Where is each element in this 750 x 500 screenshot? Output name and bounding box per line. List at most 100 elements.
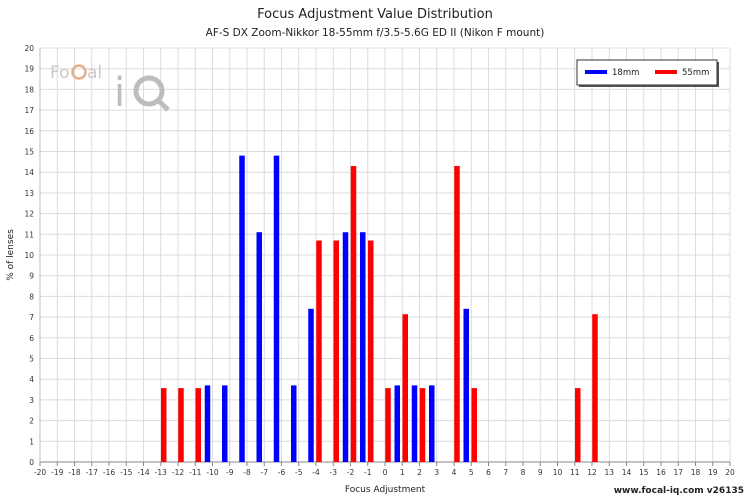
- x-tick-label: -18: [68, 468, 80, 477]
- bar-55mm-x-1: [368, 240, 374, 462]
- x-tick-label: 12: [587, 468, 597, 477]
- y-tick-label: 14: [24, 168, 34, 177]
- x-tick-label: 13: [604, 468, 614, 477]
- x-tick-label: 3: [434, 468, 439, 477]
- bar-55mm-x1: [402, 314, 408, 462]
- bar-18mm-x-8: [239, 155, 245, 462]
- x-tick-label: -9: [226, 468, 234, 477]
- y-tick-label: 12: [24, 210, 34, 219]
- y-tick-label: 19: [24, 65, 34, 74]
- x-tick-label: 6: [486, 468, 491, 477]
- x-tick-label: -20: [34, 468, 46, 477]
- bar-55mm-x11: [575, 388, 581, 462]
- x-tick-label: 16: [656, 468, 666, 477]
- bar-55mm-x0: [385, 388, 391, 462]
- legend-label-55mm: 55mm: [682, 68, 709, 78]
- x-axis-label: Focus Adjustment: [344, 485, 426, 495]
- x-tick-label: -3: [330, 468, 338, 477]
- y-tick-label: 13: [24, 189, 34, 198]
- watermark: www.focal-iq.com v26135: [613, 486, 744, 496]
- x-tick-label: -12: [172, 468, 184, 477]
- y-tick-label: 0: [29, 458, 34, 467]
- x-tick-label: 10: [553, 468, 563, 477]
- bar-18mm-x-7: [256, 232, 262, 462]
- legend-swatch-18mm: [585, 70, 607, 74]
- y-tick-label: 9: [29, 272, 34, 281]
- bar-55mm-x12: [592, 314, 598, 462]
- y-tick-label: 16: [24, 127, 34, 136]
- x-tick-label: 1: [400, 468, 405, 477]
- x-tick-label: 4: [452, 468, 457, 477]
- x-tick-label: 11: [570, 468, 580, 477]
- chart-title: Focus Adjustment Value Distribution: [257, 7, 493, 22]
- x-tick-label: 0: [383, 468, 388, 477]
- bar-55mm-x4: [454, 165, 460, 463]
- y-tick-label: 5: [29, 355, 34, 364]
- x-tick-label: -7: [261, 468, 269, 477]
- x-tick-label: 19: [708, 468, 718, 477]
- x-tick-label: 18: [691, 468, 701, 477]
- bar-18mm-x2: [411, 385, 418, 462]
- y-tick-label: 8: [29, 292, 34, 301]
- y-tick-label: 18: [24, 85, 34, 94]
- x-tick-label: 7: [503, 468, 508, 477]
- focal-iq-logo: Fo al i: [50, 63, 170, 114]
- x-tick-label: -4: [312, 468, 320, 477]
- bar-18mm-x-6: [273, 155, 280, 462]
- bar-18mm-x1: [394, 385, 400, 462]
- y-tick-label: 4: [29, 375, 34, 384]
- bar-18mm-x5: [463, 308, 469, 462]
- y-tick-label: 15: [24, 148, 34, 157]
- y-tick-label: 17: [24, 106, 34, 115]
- x-tick-label: 5: [469, 468, 474, 477]
- y-tick-label: 1: [29, 437, 34, 446]
- svg-text:al: al: [87, 63, 102, 83]
- x-tick-label: -19: [51, 468, 63, 477]
- y-tick-label: 3: [29, 396, 34, 405]
- bar-55mm-x-4: [316, 240, 322, 462]
- legend-swatch-55mm: [655, 70, 677, 74]
- bar-55mm-x-13: [161, 388, 167, 462]
- x-tick-label: 9: [538, 468, 543, 477]
- chart-subtitle: AF-S DX Zoom-Nikkor 18-55mm f/3.5-5.6G E…: [205, 27, 545, 39]
- y-tick-label: 2: [29, 417, 34, 426]
- bar-55mm-x-12: [178, 388, 184, 462]
- svg-text:i: i: [114, 70, 125, 114]
- legend-label-18mm: 18mm: [612, 68, 639, 78]
- x-tick-label: -5: [295, 468, 303, 477]
- bar-55mm-x-2: [350, 165, 357, 463]
- bar-18mm-x-1: [360, 232, 366, 462]
- x-tick-label: -8: [243, 468, 251, 477]
- x-tick-label: -16: [103, 468, 115, 477]
- y-tick-label: 11: [24, 230, 34, 239]
- x-tick-label: -2: [347, 468, 355, 477]
- x-tick-label: 14: [622, 468, 632, 477]
- x-tick-label: 2: [417, 468, 422, 477]
- y-tick-label: 7: [29, 313, 34, 322]
- x-tick-label: 17: [673, 468, 683, 477]
- bar-55mm-x-11: [195, 388, 201, 462]
- x-tick-label: -11: [189, 468, 201, 477]
- bar-18mm-x-9: [222, 385, 228, 462]
- bar-18mm-x-4: [308, 308, 314, 462]
- x-tick-label: -14: [137, 468, 149, 477]
- svg-text:Fo: Fo: [50, 63, 70, 83]
- x-tick-label: 8: [521, 468, 526, 477]
- y-tick-label: 20: [24, 44, 34, 53]
- bar-18mm-x-2: [342, 232, 349, 462]
- bar-18mm-x3: [429, 385, 435, 462]
- x-tick-label: -17: [86, 468, 98, 477]
- y-axis-label: % of lenses: [6, 229, 17, 281]
- x-tick-label: 20: [725, 468, 735, 477]
- x-tick-label: -13: [155, 468, 167, 477]
- bar-55mm-x5: [471, 388, 477, 462]
- x-tick-label: -15: [120, 468, 132, 477]
- bar-55mm-x-3: [333, 240, 339, 462]
- bar-18mm-x-5: [291, 385, 297, 462]
- bar-55mm-x2: [419, 388, 426, 462]
- y-tick-label: 6: [29, 334, 34, 343]
- bar-18mm-x-10: [204, 385, 211, 462]
- x-tick-label: -1: [364, 468, 372, 477]
- y-tick-label: 10: [24, 251, 34, 260]
